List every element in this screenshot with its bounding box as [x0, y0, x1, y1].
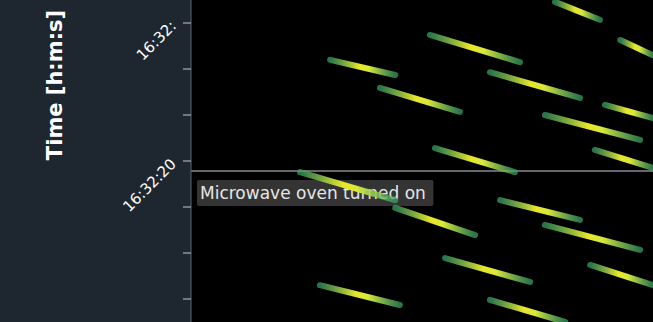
svg-text:16:32:20: 16:32:20 — [119, 155, 179, 215]
svg-text:Microwave oven turned on: Microwave oven turned on — [200, 183, 426, 204]
svg-text:Time [h:m:s]: Time [h:m:s] — [43, 10, 67, 160]
svg-text:16:32:: 16:32: — [133, 17, 180, 64]
